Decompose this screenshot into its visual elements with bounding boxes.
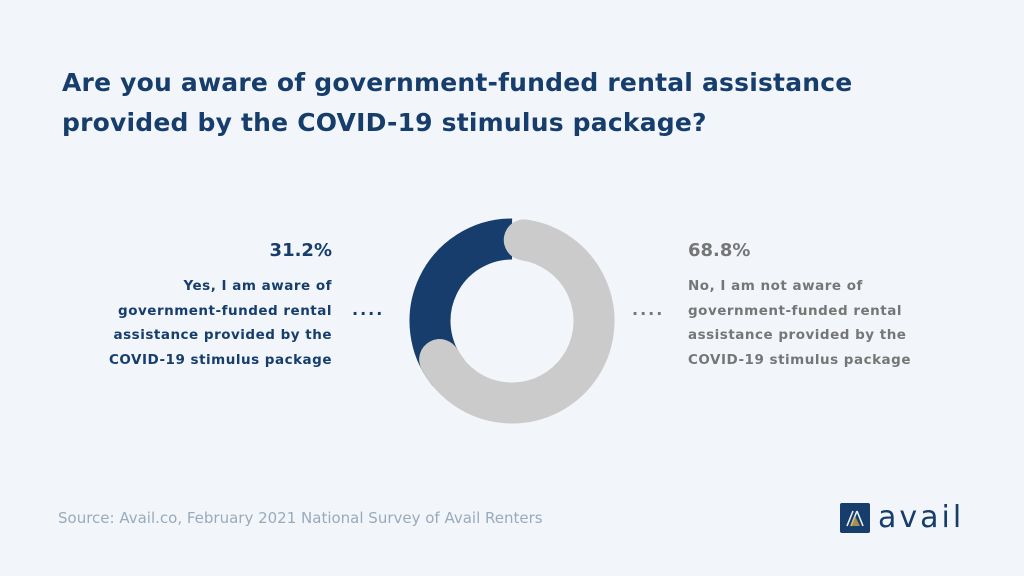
no-line: government-funded rental [688, 302, 902, 319]
chart-title: Are you aware of government-funded renta… [62, 68, 853, 137]
yes-line: COVID-19 stimulus package [109, 351, 332, 368]
yes-percentage: 31.2% [269, 240, 332, 261]
yes-line: government-funded rental [118, 302, 332, 319]
no-line: COVID-19 stimulus package [688, 351, 911, 368]
no-leader-dots: .... [632, 300, 665, 319]
yes-description: Yes, I am aware of government-funded ren… [109, 274, 332, 372]
no-line: No, I am not aware of [688, 278, 863, 294]
yes-line: assistance provided by the [113, 327, 332, 343]
avail-logo: avail [840, 503, 964, 533]
logo-mark-icon [840, 503, 870, 533]
no-line: assistance provided by the [688, 327, 907, 343]
yes-leader-dots: .... [352, 300, 385, 319]
logo-text: avail [878, 500, 965, 535]
donut-slice-no [419, 219, 615, 424]
yes-line: Yes, I am aware of [183, 278, 332, 294]
no-description: No, I am not aware of government-funded … [688, 274, 911, 372]
source-note: Source: Avail.co, February 2021 National… [58, 509, 543, 527]
no-percentage: 68.8% [688, 240, 751, 261]
